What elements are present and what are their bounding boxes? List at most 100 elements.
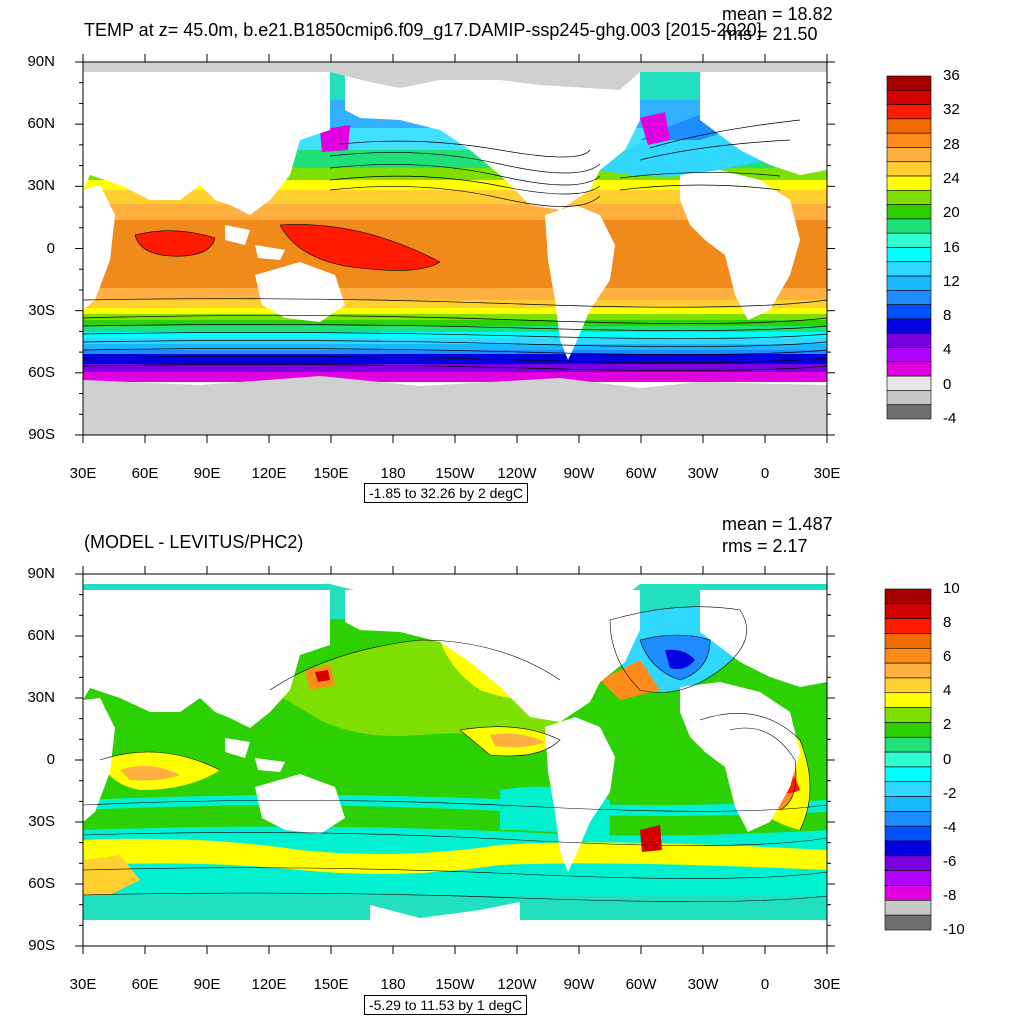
lon-tick-label: 180 [380, 976, 406, 993]
colorbar-swatch [886, 89, 932, 105]
colorbar-swatch [884, 840, 932, 857]
colorbar-swatch [884, 692, 932, 708]
colorbar-swatch [884, 796, 932, 812]
colorbar-swatch [886, 232, 932, 248]
colorbar-swatch [884, 751, 932, 768]
lon-tick-label: 30E [69, 976, 97, 993]
colorbar-swatch [884, 603, 932, 619]
lon-tick-label: 120E [251, 976, 287, 993]
colorbar-swatch [886, 275, 932, 291]
lon-tick-label: 120W [497, 976, 537, 993]
colorbar-swatch [886, 190, 932, 205]
lon-tick-label: 30E [813, 976, 841, 993]
colorbar-swatch [886, 132, 932, 148]
colorbar-swatch [886, 290, 932, 305]
lon-tick-label: 60W [625, 976, 657, 993]
lon-tick-label: 150W [435, 976, 475, 993]
colorbar-swatch [884, 811, 932, 827]
lat-tick-label: 60S [28, 875, 55, 892]
diff-mean: mean = 1.487 [722, 514, 833, 534]
colorbar-label: 28 [943, 135, 960, 153]
temp-rms: rms = 21.50 [722, 24, 818, 44]
colorbar-swatch [886, 147, 932, 163]
lon-tick-label: 60W [625, 465, 657, 482]
lat-tick-label: 0 [46, 751, 55, 768]
colorbar-swatch [886, 318, 932, 334]
lon-tick-label: 120W [497, 465, 537, 482]
lon-tick-label: 90E [193, 976, 221, 993]
diff-map-ticks [75, 566, 835, 954]
colorbar-label: 8 [943, 614, 952, 632]
colorbar-swatch [886, 161, 932, 177]
lon-tick-label: 60E [131, 976, 159, 993]
lon-tick-label: 180 [380, 465, 406, 482]
colorbar-swatch [884, 885, 932, 901]
colorbar-swatch [884, 618, 932, 634]
colorbar-label: 2 [943, 716, 952, 734]
diff-colorbar [884, 588, 932, 931]
diff-rms: rms = 2.17 [722, 536, 808, 556]
contours [83, 119, 827, 371]
lon-tick-label: 30W [687, 465, 719, 482]
lon-tick-label: 0 [760, 976, 770, 993]
lon-tick-label: 90E [193, 465, 221, 482]
lon-tick-label: 30W [687, 976, 719, 993]
lat-tick-label: 90N [27, 565, 55, 582]
colorbar-label: 24 [943, 169, 960, 187]
colorbar-swatch [886, 261, 932, 277]
colorbar-swatch [884, 900, 932, 916]
colorbar-label: 8 [943, 307, 952, 325]
lon-tick-label: 60E [131, 465, 159, 482]
colorbar-label: -4 [943, 410, 957, 427]
colorbar-swatch [884, 707, 932, 723]
temp-mean: mean = 18.82 [722, 4, 833, 24]
colorbar-swatch [884, 722, 932, 738]
colorbar-swatch [884, 648, 932, 664]
diff-map-title: (MODEL - LEVITUS/PHC2) [84, 532, 304, 552]
lon-tick-label: 150W [435, 465, 475, 482]
colorbar-label: -10 [943, 921, 965, 938]
lon-tick-label: 0 [760, 465, 770, 482]
colorbar-swatch [884, 736, 932, 753]
temp-range-box: -1.85 to 32.26 by 2 degC [364, 483, 529, 503]
colorbar-label: -6 [943, 852, 957, 870]
colorbar-swatch [886, 104, 932, 120]
colorbar-swatch [884, 766, 932, 783]
colorbar-swatch [884, 677, 932, 694]
diff-map [83, 574, 827, 946]
lat-tick-label: 90S [28, 937, 55, 954]
lat-tick-label: 30N [27, 689, 55, 706]
colorbar-swatch [886, 204, 932, 220]
colorbar-swatch [886, 175, 932, 191]
colorbar-swatch [884, 633, 932, 649]
colorbar-label: 0 [943, 375, 952, 393]
lat-tick-label: 30S [28, 301, 55, 319]
lon-tick-label: 120E [251, 465, 287, 482]
colorbar-swatch [884, 662, 932, 679]
colorbar-swatch [884, 914, 932, 931]
colorbar-swatch [886, 361, 932, 377]
lon-tick-label: 90W [563, 465, 595, 482]
colorbar-label: -4 [943, 818, 957, 836]
colorbar-label: -2 [943, 784, 957, 802]
temp-colorbar [886, 75, 932, 420]
colorbar-label: 12 [943, 272, 960, 290]
temp-map-ticks [75, 54, 835, 443]
lon-tick-label: 150E [313, 465, 349, 482]
lat-tick-label: 60N [27, 115, 55, 133]
colorbar-swatch [886, 375, 932, 391]
land-2 [83, 574, 827, 946]
colorbar-label: 16 [943, 238, 960, 256]
colorbar-swatch [886, 218, 932, 234]
lat-tick-label: 30S [28, 813, 55, 830]
lat-tick-label: 90S [28, 426, 55, 443]
colorbar-label: 20 [943, 204, 960, 222]
diff-range-box: -5.29 to 11.53 by 1 degC [364, 995, 528, 1015]
colorbar-label: 6 [943, 648, 952, 666]
lon-tick-label: 90W [563, 976, 595, 993]
colorbar-swatch [886, 118, 932, 134]
colorbar-swatch [884, 588, 932, 605]
colorbar-label: 0 [943, 750, 952, 768]
colorbar-swatch [884, 870, 932, 886]
colorbar-label: 36 [943, 67, 960, 84]
